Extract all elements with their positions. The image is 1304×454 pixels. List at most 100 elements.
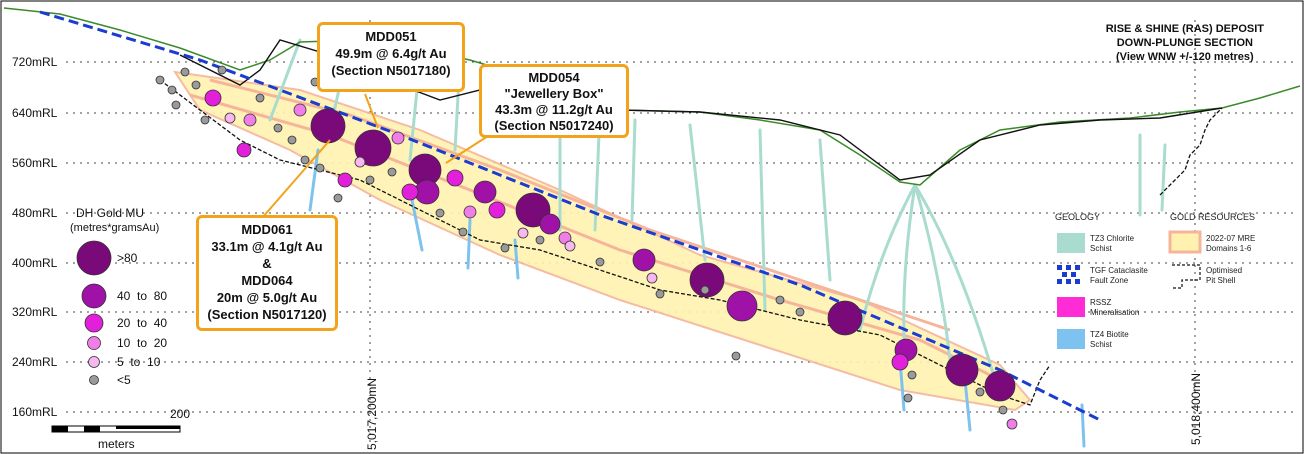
trace <box>758 128 767 312</box>
intercept-lt5 <box>655 289 665 299</box>
scale-bar: 200 meters <box>51 407 190 451</box>
callout-mdd061-interval: 33.1m @ 4.1g/t Au <box>211 239 323 254</box>
intercept-lt5 <box>903 393 913 403</box>
intercept-40-80 <box>473 180 497 204</box>
mu-legend-symbols <box>76 240 112 385</box>
intercept-lt5 <box>191 80 201 90</box>
intercept-10-20 <box>1006 418 1018 430</box>
callout-mdd061-section: (Section N5017120) <box>207 307 327 322</box>
intercept-5-10 <box>646 272 658 284</box>
legend-biotite-l2: Schist <box>1090 340 1112 349</box>
legend-biotite-l1: TZ4 Biotite <box>1090 330 1129 339</box>
scale-seg <box>84 426 100 432</box>
legend-biotite: TZ4 Biotite Schist <box>1090 330 1129 350</box>
callout-mdd054-nickname: "Jewellery Box" <box>504 86 604 101</box>
scale-seg <box>52 426 68 432</box>
intercept-40-80 <box>726 290 758 322</box>
mu-symbol-10-20 <box>87 336 101 350</box>
intercept-lt5 <box>180 67 190 77</box>
mu-label-gt80: >80 <box>117 251 138 265</box>
mu-symbol-gt80 <box>76 240 112 276</box>
callout-mdd064-hole: MDD064 <box>241 273 293 288</box>
intercept-40-80 <box>414 179 440 205</box>
trace <box>630 118 637 222</box>
intercept-lt5-group <box>155 65 1008 415</box>
callout-mdd051: MDD051 49.9m @ 6.4g/t Au (Section N50171… <box>317 22 465 92</box>
intercept-gt80 <box>689 262 725 298</box>
rl-label-400: 400mRL <box>12 256 58 270</box>
callout-mdd054-hole: MDD054 <box>528 70 580 85</box>
legend-chlorite-l1: TZ3 Chlorite <box>1090 234 1135 243</box>
intercept-20-40 <box>446 169 464 187</box>
intercept-lt5 <box>907 370 917 380</box>
mu-label-5-10: 5 to 10 <box>117 355 161 369</box>
rl-label-240: 240mRL <box>12 355 58 369</box>
northing-label-5018400: 5,018,400mN <box>1189 373 1203 445</box>
legend-fault-l1: TGF Cataclasite <box>1090 266 1148 275</box>
title-line-2: DOWN-PLUNGE SECTION <box>1116 37 1253 49</box>
intercept-lt5 <box>500 243 510 253</box>
intercept-10-20 <box>243 113 257 127</box>
callout-leaders <box>261 93 489 219</box>
legend-mre-l1: 2022-07 MRE <box>1206 234 1256 243</box>
intercept-lt5 <box>775 295 785 305</box>
callout-mdd061-ampersand: & <box>262 256 272 271</box>
intercept-40-80 <box>539 213 561 235</box>
intercept-lt5 <box>535 235 545 245</box>
intercept-gt80 <box>945 353 979 387</box>
intercept-lt5 <box>365 175 375 185</box>
mu-symbol-40-80 <box>81 283 107 309</box>
callout-mdd054: MDD054 "Jewellery Box" 43.3m @ 11.2g/t A… <box>479 64 629 138</box>
rl-label-320: 320mRL <box>12 305 58 319</box>
leader-mdd051 <box>364 93 379 129</box>
trace <box>1160 143 1167 212</box>
legend-pit-shell-l2: Pit Shell <box>1206 276 1236 285</box>
legend-mineralisation-l2: Mineralisation <box>1090 308 1140 317</box>
pit-shell-east <box>1159 107 1223 196</box>
intercept-lt5 <box>731 351 741 361</box>
scale-seg <box>116 426 180 429</box>
scale-unit: meters <box>98 437 135 451</box>
intercept-lt5 <box>795 307 805 317</box>
trace <box>688 123 707 262</box>
intercept-lt5 <box>300 155 310 165</box>
trace <box>268 38 302 122</box>
mu-symbol-lt5 <box>89 375 99 385</box>
intercept-5-10 <box>517 227 529 239</box>
mu-symbol-20-40 <box>84 313 104 333</box>
intercept-lt5 <box>998 405 1008 415</box>
intercept-lt5 <box>171 100 181 110</box>
callout-mdd051-section: (Section N5017180) <box>331 63 451 78</box>
intercept-lt5 <box>287 135 297 145</box>
legend-pit-shell-l1: Optimised <box>1206 266 1243 275</box>
legend-mineralisation-l1: RSSZ <box>1090 298 1112 307</box>
intercept-20-40 <box>337 172 353 188</box>
mu-label-10-20: 10 to 20 <box>117 336 168 350</box>
mu-symbol-5-10 <box>88 356 100 368</box>
legend-fault-l2: Fault Zone <box>1090 276 1129 285</box>
legend-fault: TGF Cataclasite Fault Zone <box>1090 266 1148 286</box>
intercept-lt5 <box>315 163 325 173</box>
legend-pit-shell: Optimised Pit Shell <box>1206 266 1242 286</box>
trace <box>818 138 832 282</box>
title-line-3: (View WNW +/-120 metres) <box>1116 51 1254 63</box>
intercept-5-10 <box>354 156 366 168</box>
rl-label-560: 560mRL <box>12 156 58 170</box>
legend-swatch-mre <box>1168 230 1202 254</box>
callout-mdd054-section: (Section N5017240) <box>494 118 614 133</box>
intercept-10-20 <box>293 103 307 117</box>
intercept-lt5 <box>595 257 605 267</box>
intercept-lt5 <box>975 387 985 397</box>
legend-mre-l2: Domains 1-6 <box>1206 244 1252 253</box>
mu-legend-title: DH Gold MU <box>76 206 145 220</box>
intercept-40-80 <box>632 248 656 272</box>
intercept-gt80 <box>354 129 392 167</box>
intercept-lt5 <box>435 208 445 218</box>
mu-label-lt5: <5 <box>117 373 131 387</box>
fault-zone-line <box>39 10 1101 422</box>
trace <box>308 148 320 212</box>
rl-label-720: 720mRL <box>12 55 58 69</box>
intercept-lt5 <box>155 75 165 85</box>
rl-labels: 720mRL 640mRL 560mRL 480mRL 400mRL 320mR… <box>12 55 58 419</box>
